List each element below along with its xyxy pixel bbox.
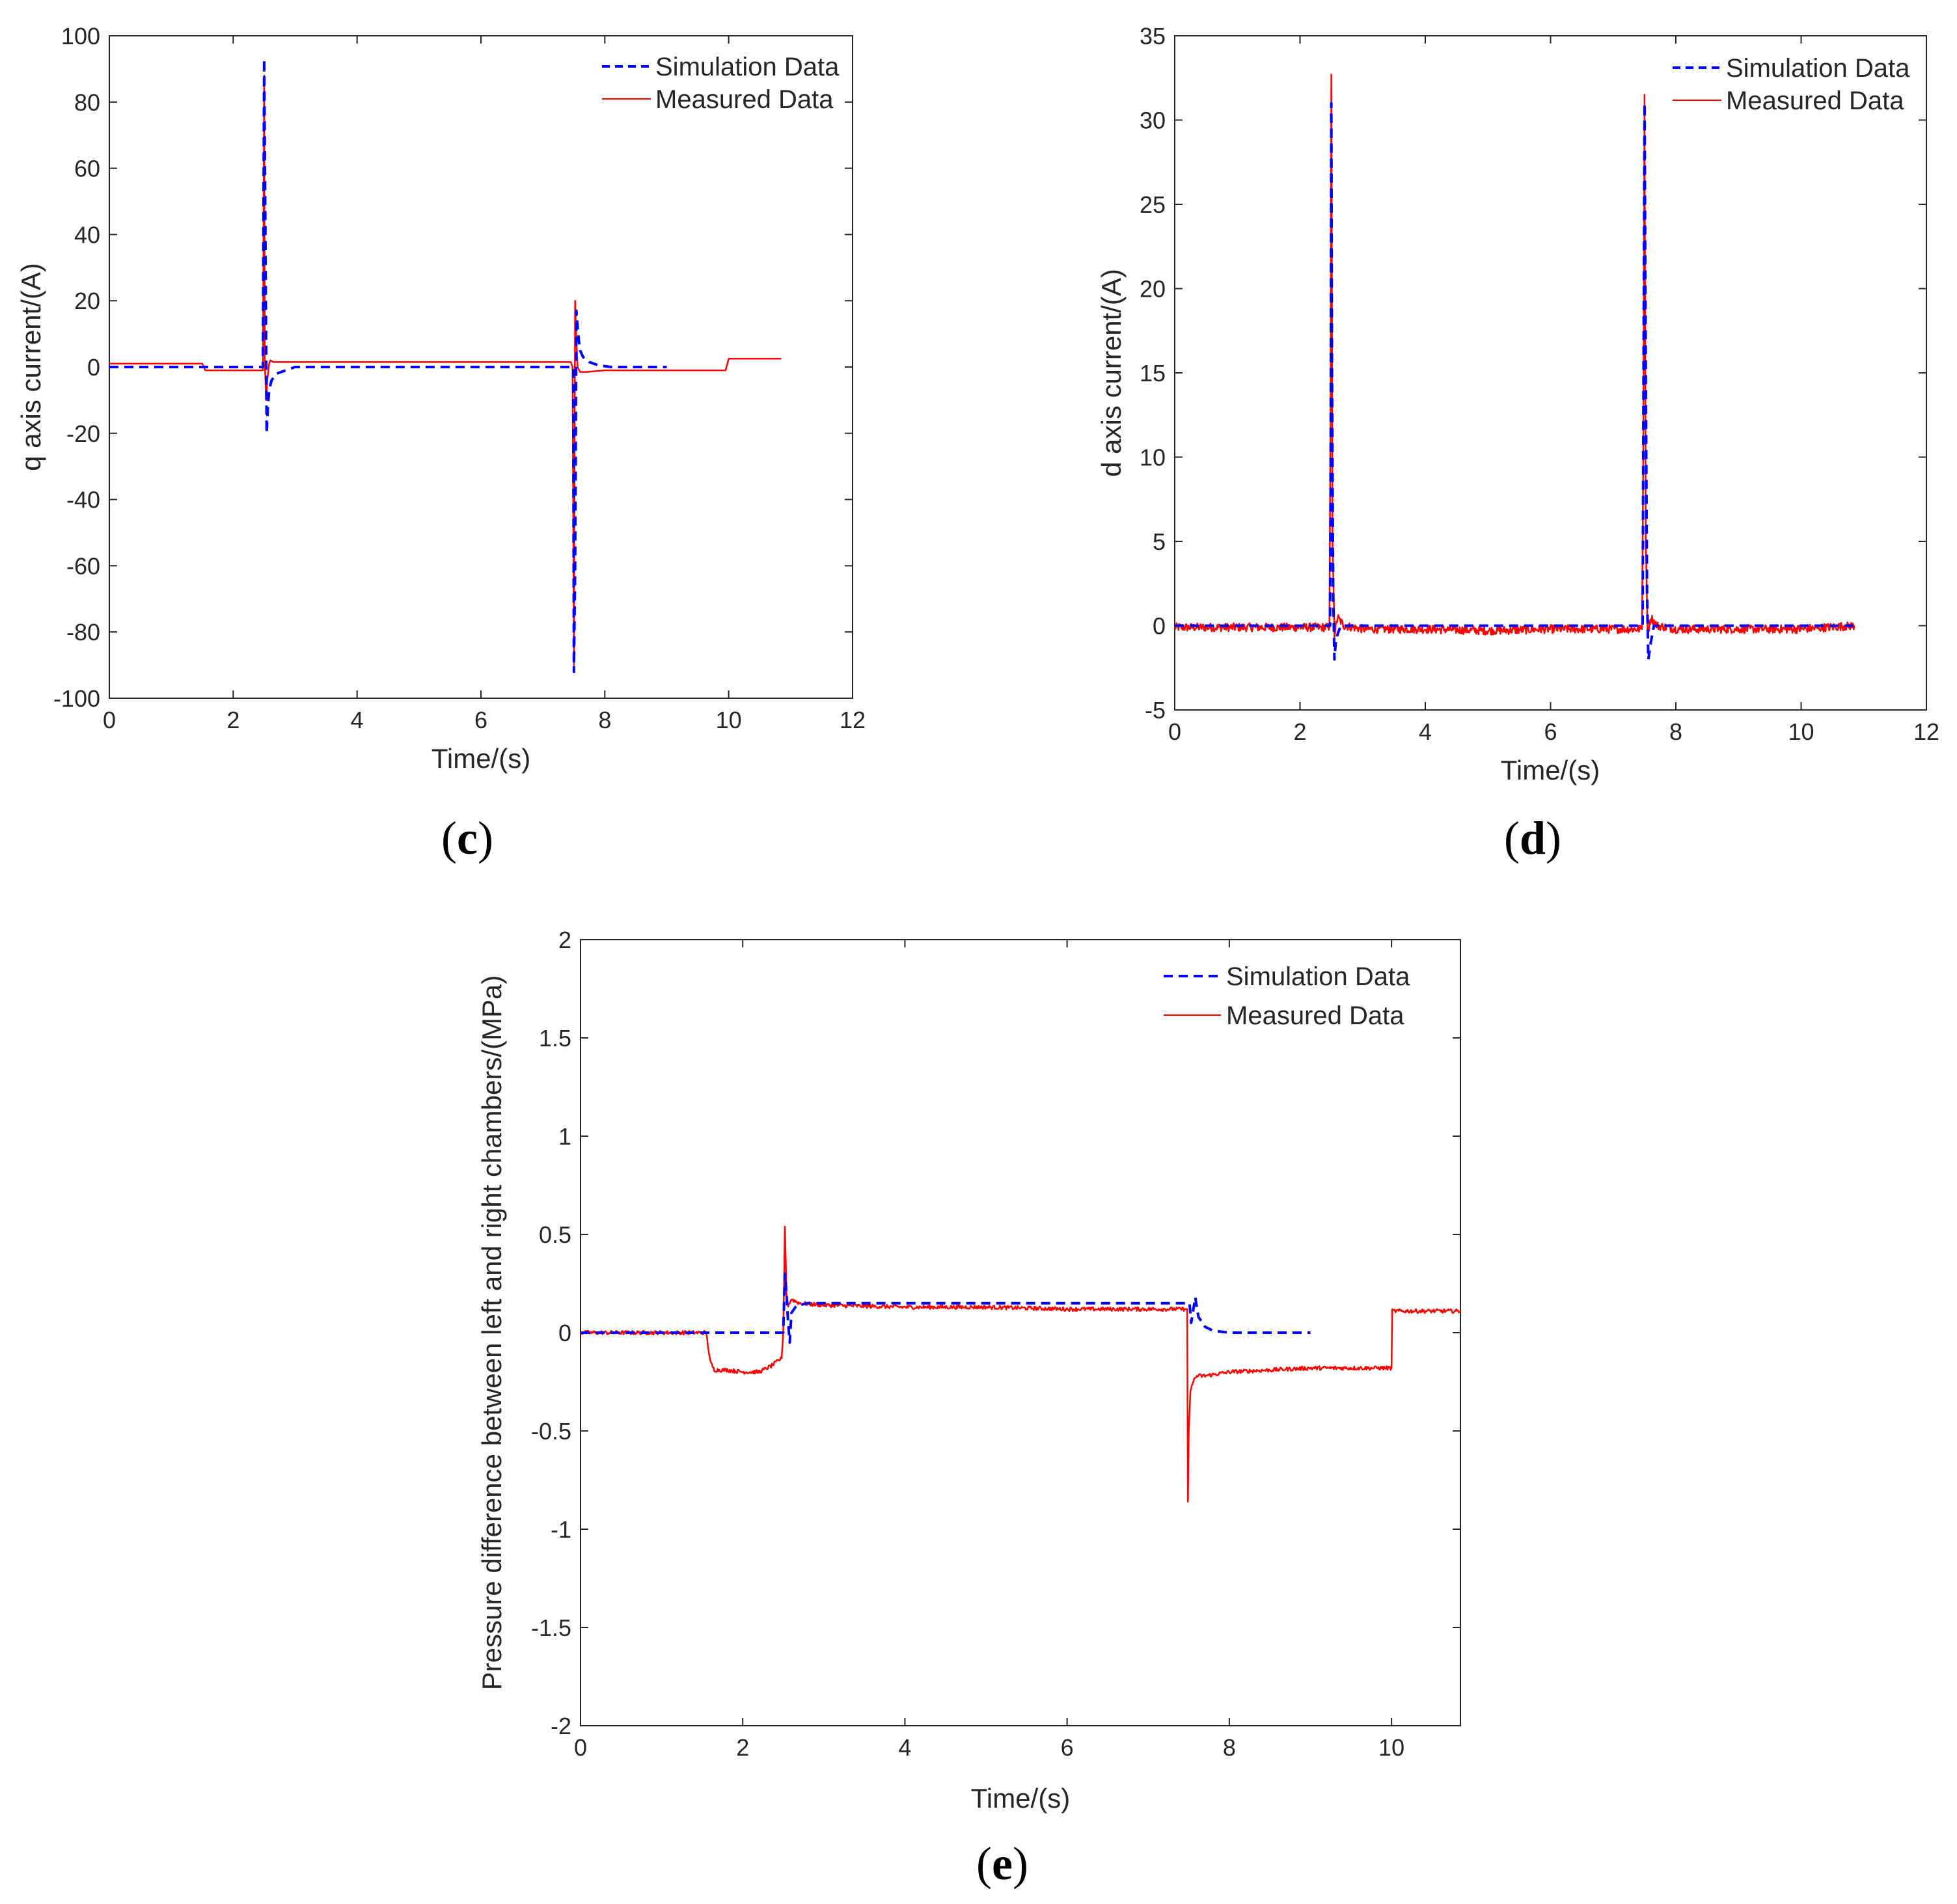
y-tick-label: 0.5 xyxy=(539,1221,571,1248)
y-tick-label: 2 xyxy=(558,927,571,953)
y-tick-label: 15 xyxy=(1140,360,1166,387)
x-tick-label: 0 xyxy=(103,707,116,733)
y-tick-label: 0 xyxy=(558,1320,571,1346)
tick-labels: 0 2 4 6 8 10 12 -100 -80 -60 -40 -20 0 20 40 60 80 100 xyxy=(53,23,866,733)
x-tick-label: 8 xyxy=(598,707,611,733)
x-tick-label: 8 xyxy=(1223,1734,1236,1761)
legend-label-measured: Measured Data xyxy=(1226,1001,1404,1030)
y-tick-label: 5 xyxy=(1153,528,1166,555)
y-tick-label: 20 xyxy=(74,288,100,314)
y-tick-label: -2 xyxy=(551,1713,571,1739)
x-tick-label: 8 xyxy=(1669,718,1682,745)
y-tick-label: 40 xyxy=(74,221,100,248)
y-tick-label: -20 xyxy=(66,420,100,447)
x-axis-label: Time/(s) xyxy=(431,743,530,774)
y-tick-label: -1.5 xyxy=(531,1614,571,1641)
y-tick-label: 25 xyxy=(1140,191,1166,218)
series-line-simulation xyxy=(581,1272,1311,1344)
y-tick-label: -5 xyxy=(1145,697,1166,724)
series-line-measured xyxy=(1173,74,1855,638)
x-tick-label: 2 xyxy=(226,707,239,733)
x-tick-label: 12 xyxy=(1913,718,1939,745)
series-line-simulation xyxy=(1175,102,1855,661)
x-tick-label: 6 xyxy=(1061,1734,1074,1761)
x-tick-label: 0 xyxy=(1168,718,1181,745)
caption-letter: c xyxy=(457,812,478,864)
y-tick-label: 1 xyxy=(558,1123,571,1150)
legend: Simulation Data Measured Data xyxy=(1164,962,1410,1030)
y-tick-label: 20 xyxy=(1140,276,1166,303)
tick-marks xyxy=(580,939,1460,1726)
tick-labels: 0 2 4 6 8 10 -2 -1.5 -1 -0.5 0 0.5 1 1.5 2 xyxy=(531,927,1404,1761)
series-layer xyxy=(1173,74,1855,661)
x-tick-label: 12 xyxy=(840,707,866,733)
x-tick-label: 2 xyxy=(1293,718,1306,745)
x-tick-label: 6 xyxy=(1544,718,1557,745)
x-tick-label: 10 xyxy=(716,707,742,733)
legend: Simulation Data Measured Data xyxy=(602,53,840,114)
legend-label-simulation: Simulation Data xyxy=(1726,54,1910,83)
y-tick-label: 80 xyxy=(74,89,100,116)
x-tick-label: 2 xyxy=(736,1734,749,1761)
y-tick-label: 30 xyxy=(1140,107,1166,134)
caption-letter: e xyxy=(992,1838,1013,1890)
y-tick-label: -100 xyxy=(53,685,100,712)
y-axis-label: q axis current/(A) xyxy=(16,263,46,471)
tick-marks xyxy=(1174,35,1927,711)
x-tick-label: 10 xyxy=(1378,1734,1404,1761)
legend-label-simulation: Simulation Data xyxy=(655,53,840,81)
y-tick-label: 0 xyxy=(1153,613,1166,640)
series-line-simulation xyxy=(109,57,667,673)
y-axis-label: d axis current/(A) xyxy=(1096,269,1127,477)
panel-caption: (c) xyxy=(441,812,493,864)
y-tick-label: -80 xyxy=(66,619,100,646)
caption-letter: d xyxy=(1520,812,1546,864)
panel-caption: (e) xyxy=(976,1838,1028,1890)
legend-label-measured: Measured Data xyxy=(655,85,834,114)
x-axis-label: Time/(s) xyxy=(1501,755,1600,785)
y-tick-label: 35 xyxy=(1140,23,1166,49)
y-tick-label: -0.5 xyxy=(531,1418,571,1445)
tick-marks xyxy=(109,35,853,699)
x-tick-label: 4 xyxy=(898,1734,911,1761)
x-tick-label: 6 xyxy=(474,707,487,733)
y-tick-label: 100 xyxy=(61,23,100,49)
x-tick-label: 4 xyxy=(1419,718,1432,745)
x-tick-label: 4 xyxy=(351,707,364,733)
series-line-measured xyxy=(109,74,782,666)
series-layer xyxy=(109,57,782,673)
y-tick-label: 1.5 xyxy=(539,1025,571,1052)
y-tick-label: 60 xyxy=(74,156,100,182)
x-axis-label: Time/(s) xyxy=(971,1783,1070,1814)
legend: Simulation Data Measured Data xyxy=(1673,54,1910,115)
legend-label-measured: Measured Data xyxy=(1726,87,1904,115)
plot-frame xyxy=(580,939,1461,1726)
y-tick-label: -1 xyxy=(551,1516,571,1543)
chart-panel-e: 0 2 4 6 8 10 -2 -1.5 -1 -0.5 0 0.5 1 1.5 2 Time/(s) Pr… xyxy=(476,927,1461,1890)
y-tick-label: 10 xyxy=(1140,444,1166,471)
x-tick-label: 10 xyxy=(1788,718,1814,745)
plot-frame xyxy=(1174,35,1927,711)
panel-caption: (d) xyxy=(1504,812,1561,864)
y-axis-label: Pressure difference between left and rig… xyxy=(476,975,507,1691)
y-tick-label: -40 xyxy=(66,487,100,513)
chart-panel-c: 0 2 4 6 8 10 12 -100 -80 -60 -40 -20 0 20 40 60 80 100 Ti… xyxy=(16,23,866,864)
y-tick-label: 0 xyxy=(87,354,100,381)
y-tick-label: -60 xyxy=(66,552,100,579)
series-layer xyxy=(580,1225,1461,1503)
x-tick-label: 0 xyxy=(574,1734,587,1761)
series-line-measured xyxy=(580,1225,1461,1503)
legend-label-simulation: Simulation Data xyxy=(1226,962,1410,991)
